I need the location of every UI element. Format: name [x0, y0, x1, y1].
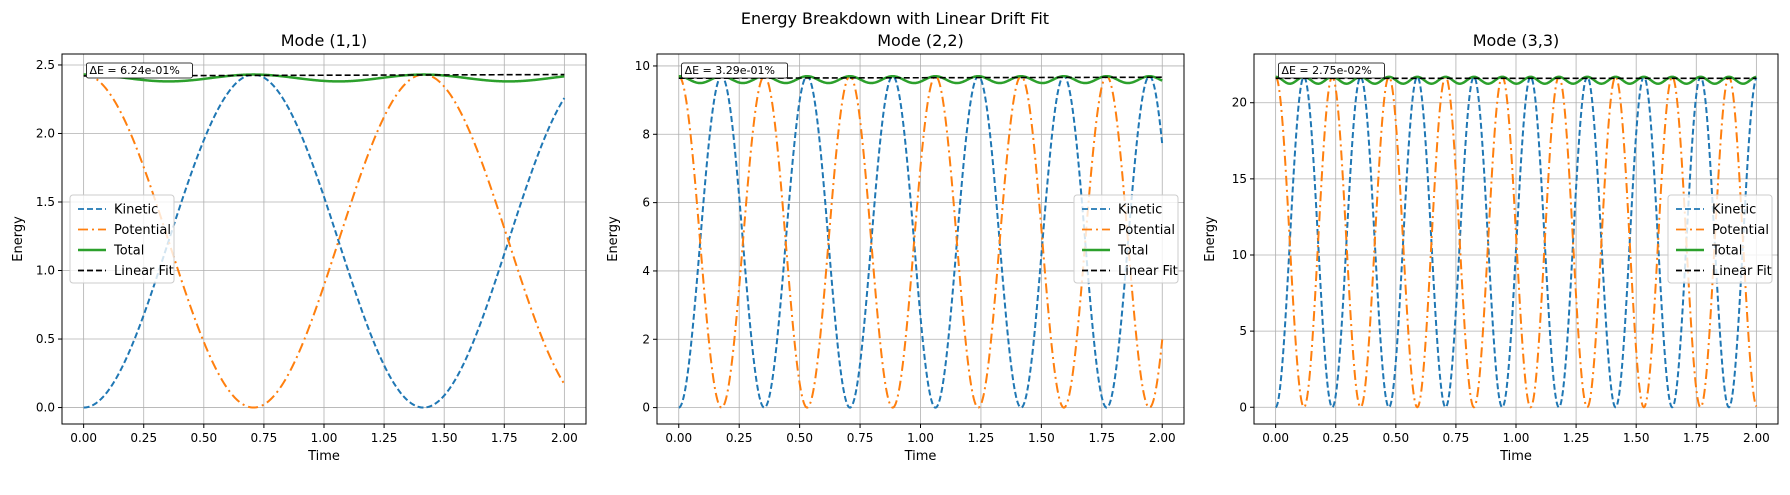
- y-tick-label: 2.0: [36, 126, 55, 140]
- series-group: [83, 73, 566, 409]
- x-tick-label: 1.25: [968, 431, 995, 445]
- chart-panel-2: 0.00 0.25 0.50 0.75 1.00 1.25 1.50 1.75 2.00 0 2 4 6…: [606, 31, 1185, 464]
- annotation-text: ΔE = 6.24e-01%: [89, 64, 179, 77]
- x-tick-label: 0.50: [190, 431, 217, 445]
- series-line-linear-fit: [83, 73, 565, 77]
- figure-suptitle: Energy Breakdown with Linear Drift Fit: [741, 9, 1049, 28]
- y-tick-label: 10: [1232, 248, 1247, 262]
- y-tick-label: 0: [1239, 400, 1247, 414]
- x-tick-label: 1.75: [1683, 431, 1710, 445]
- x-tick-label: 1.00: [907, 431, 934, 445]
- legend-label-total: Total: [1711, 244, 1742, 259]
- legend-label-total: Total: [1117, 244, 1148, 259]
- x-tick-label: 2.00: [551, 431, 578, 445]
- x-tick-label: 0.75: [251, 431, 278, 445]
- y-tick-label: 10: [635, 59, 650, 73]
- x-tick-label: 1.75: [491, 431, 518, 445]
- x-tick-label: 1.25: [371, 431, 398, 445]
- series-line-potential: [678, 75, 1164, 409]
- legend-label-potential: Potential: [1712, 223, 1769, 238]
- y-tick-label: 15: [1232, 172, 1247, 186]
- y-tick-label: 4: [642, 264, 650, 278]
- legend-label-linear-fit: Linear Fit: [1118, 264, 1178, 279]
- x-axis-label: Time: [307, 449, 340, 464]
- y-axis-label: Energy: [11, 216, 26, 262]
- y-tick-label: 0: [642, 401, 650, 415]
- chart-title: Mode (1,1): [281, 31, 368, 50]
- x-tick-label: 0.00: [1262, 431, 1289, 445]
- series-line-potential: [1275, 75, 1758, 409]
- x-tick-label: 2.00: [1149, 431, 1176, 445]
- x-tick-label: 0.25: [1322, 431, 1349, 445]
- y-tick-label: 0.0: [36, 401, 55, 415]
- x-tick-label: 1.00: [1503, 431, 1530, 445]
- x-tick-label: 1.00: [311, 431, 338, 445]
- panels: 0.00 0.25 0.50 0.75 1.00 1.25 1.50 1.75 2.000.00…: [11, 31, 1779, 464]
- chart-title: Mode (2,2): [877, 31, 964, 50]
- chart-panel-1: 0.00 0.25 0.50 0.75 1.00 1.25 1.50 1.75 2.00 0.0 0…: [11, 31, 587, 464]
- x-tick-label: 1.25: [1563, 431, 1590, 445]
- x-axis-label: Time: [1499, 449, 1532, 464]
- y-tick-label: 2.5: [36, 58, 55, 72]
- annotation-text: ΔE = 2.75e-02%: [1281, 64, 1371, 77]
- chart-panel-3: 0.00 0.25 0.50 0.75 1.00 1.25 1.50 1.75 2.00 0 5 10…: [1203, 31, 1779, 464]
- x-tick-label: 1.50: [1623, 431, 1650, 445]
- x-tick-label: 1.50: [1028, 431, 1055, 445]
- legend-label-kinetic: Kinetic: [1712, 203, 1756, 218]
- y-tick-label: 2: [642, 332, 650, 346]
- annotation-box: [1278, 62, 1385, 79]
- chart-title: Mode (3,3): [1473, 31, 1560, 50]
- y-tick-label: 1.0: [36, 264, 55, 278]
- x-tick-label: 0.00: [665, 431, 692, 445]
- legend-label-linear-fit: Linear Fit: [114, 264, 174, 279]
- legend-label-potential: Potential: [114, 223, 171, 238]
- series-line-potential: [83, 73, 566, 409]
- annotation-box: [86, 62, 193, 79]
- y-tick-label: 20: [1232, 96, 1247, 110]
- series-line-total: [83, 73, 565, 83]
- x-tick-label: 0.50: [1382, 431, 1409, 445]
- legend: Kinetic Potential Total Linear Fit: [1667, 194, 1773, 284]
- y-axis-label: Energy: [606, 216, 621, 262]
- x-tick-label: 0.75: [1443, 431, 1470, 445]
- legend-label-kinetic: Kinetic: [114, 203, 158, 218]
- y-tick-label: 5: [1239, 324, 1247, 338]
- x-axis-label: Time: [904, 449, 937, 464]
- y-tick-label: 0.5: [36, 332, 55, 346]
- x-tick-label: 1.50: [431, 431, 458, 445]
- legend-frame: [1667, 194, 1773, 284]
- x-tick-label: 0.75: [847, 431, 874, 445]
- series-line-kinetic: [83, 73, 566, 409]
- legend: Kinetic Potential Total Linear Fit: [1073, 194, 1179, 284]
- annotation-text: ΔE = 3.29e-01%: [685, 64, 775, 77]
- x-tick-label: 0.00: [70, 431, 97, 445]
- legend-label-linear-fit: Linear Fit: [1712, 264, 1772, 279]
- annotation-box: [681, 62, 788, 79]
- y-tick-label: 8: [642, 127, 650, 141]
- legend-label-potential: Potential: [1118, 223, 1175, 238]
- x-tick-label: 1.75: [1088, 431, 1115, 445]
- legend-frame: [1073, 194, 1179, 284]
- y-tick-label: 6: [642, 196, 650, 210]
- legend-frame: [69, 194, 175, 284]
- legend: Kinetic Potential Total Linear Fit: [69, 194, 175, 284]
- legend-label-total: Total: [113, 244, 144, 259]
- legend-label-kinetic: Kinetic: [1118, 203, 1162, 218]
- series-group: [1275, 75, 1758, 409]
- x-tick-label: 0.50: [786, 431, 813, 445]
- x-tick-label: 0.25: [726, 431, 753, 445]
- x-tick-label: 2.00: [1743, 431, 1770, 445]
- y-axis-label: Energy: [1203, 216, 1218, 262]
- x-tick-label: 0.25: [130, 431, 157, 445]
- y-tick-label: 1.5: [36, 195, 55, 209]
